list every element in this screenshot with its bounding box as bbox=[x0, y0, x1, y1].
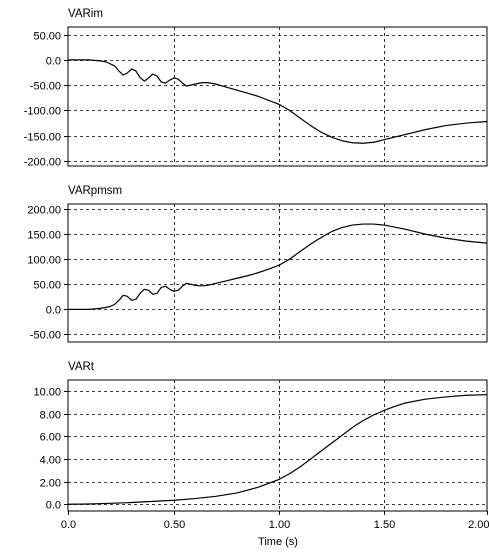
plot-area bbox=[67, 379, 488, 512]
y-tick-label: 0.0 bbox=[46, 305, 61, 317]
x-tick-label: 2.00 bbox=[468, 519, 489, 531]
panel-title: VARt bbox=[68, 361, 95, 373]
panel-title: VARpmsm bbox=[68, 185, 122, 197]
y-tick-label: -50.00 bbox=[30, 81, 61, 93]
x-tick-label: 0.0 bbox=[61, 519, 76, 531]
series-line bbox=[67, 394, 488, 505]
plot-area bbox=[67, 203, 488, 343]
panel-title: VARim bbox=[68, 8, 103, 20]
x-tick-label: 1.50 bbox=[374, 519, 395, 531]
y-tick-label: 2.00 bbox=[40, 478, 61, 490]
panel-varpmsm: VARpmsm 200.00 150.00 100.00 50.00 0.0 -50.00 bbox=[27, 185, 488, 343]
y-tick-label: -200.00 bbox=[24, 157, 61, 169]
y-tick-label: 10.00 bbox=[33, 387, 61, 399]
series-line bbox=[68, 59, 488, 144]
y-tick-label: 150.00 bbox=[27, 230, 61, 242]
y-tick-label: -150.00 bbox=[24, 132, 61, 144]
plot-area bbox=[67, 26, 488, 167]
y-tick-label: -50.00 bbox=[30, 330, 61, 342]
y-tick-label: 200.00 bbox=[27, 205, 61, 217]
series-line bbox=[68, 223, 488, 310]
x-axis-label: Time (s) bbox=[258, 536, 298, 548]
panel-varim: VARim 50.00 0.0 -50.00 -100.00 -150.00 -200.00 bbox=[24, 8, 488, 169]
y-tick-label: 8.00 bbox=[40, 410, 61, 422]
y-tick-label: 6.00 bbox=[40, 432, 61, 444]
y-tick-label: 50.00 bbox=[33, 31, 61, 43]
y-tick-label: 0.0 bbox=[46, 500, 61, 512]
y-tick-label: 100.00 bbox=[27, 255, 61, 267]
y-tick-label: -100.00 bbox=[24, 106, 61, 118]
x-tick-label: 0.50 bbox=[164, 519, 185, 531]
x-tick-label: 1.00 bbox=[269, 519, 290, 531]
y-tick-label: 4.00 bbox=[40, 455, 61, 467]
y-tick-label: 50.00 bbox=[33, 280, 61, 292]
y-tick-label: 0.0 bbox=[46, 56, 61, 68]
panel-vart: VARt 10.00 8.00 6.00 4.00 2.00 0.00.0 0.50 1.00 1… bbox=[33, 361, 489, 548]
